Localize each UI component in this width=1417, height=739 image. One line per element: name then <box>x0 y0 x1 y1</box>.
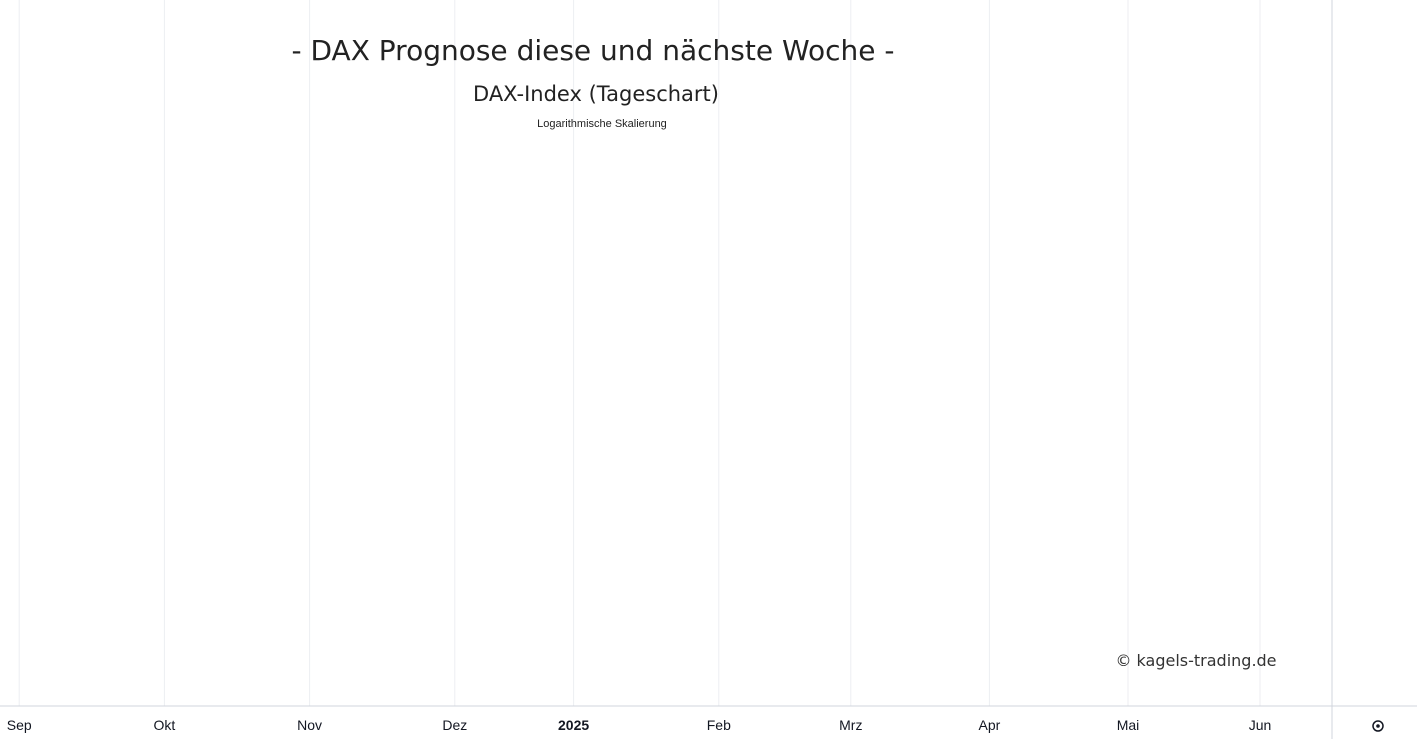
y-axis[interactable]: 24.500,0022.100,0021.600,0021.100,0019.9… <box>1332 0 1417 739</box>
x-tick-label: Mrz <box>839 717 862 733</box>
x-tick-label: Mai <box>1117 717 1140 733</box>
settings-gear-icon[interactable] <box>1372 720 1384 732</box>
y-axis-background <box>1332 0 1417 739</box>
x-tick-label: Jun <box>1249 717 1272 733</box>
grid <box>18 0 1261 706</box>
watermark-text: © kagels-trading.de <box>1115 651 1276 670</box>
x-tick-label: Feb <box>707 717 731 733</box>
x-tick-label: Okt <box>154 717 176 733</box>
x-tick-label: 2025 <box>558 717 589 733</box>
x-tick-label: Nov <box>297 717 322 733</box>
x-tick-label: Apr <box>979 717 1001 733</box>
chart-subtitle: DAX-Index (Tageschart) <box>473 82 719 106</box>
x-tick-label: Dez <box>442 717 467 733</box>
x-tick-label: Sep <box>7 717 32 733</box>
x-axis-background <box>0 706 1332 739</box>
chart-title: - DAX Prognose diese und nächste Woche - <box>291 34 894 67</box>
chart-note: Logarithmische Skalierung <box>537 118 667 130</box>
